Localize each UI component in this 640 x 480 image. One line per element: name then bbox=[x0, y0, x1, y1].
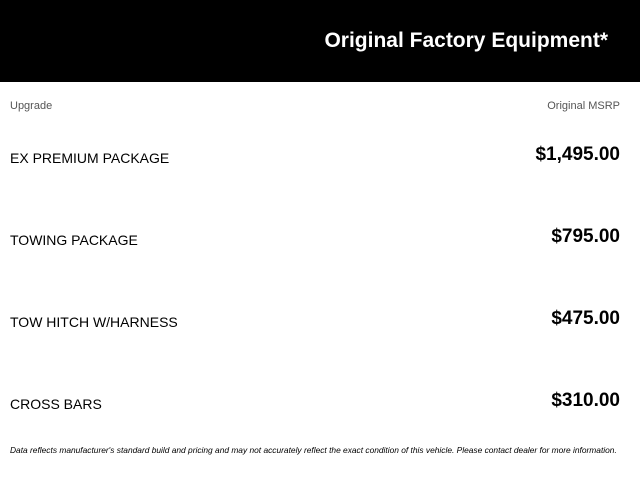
item-price: $310.00 bbox=[551, 390, 620, 411]
item-name: TOWING PACKAGE bbox=[10, 232, 138, 248]
list-item: CROSS BARS $310.00 bbox=[0, 388, 640, 418]
item-name: CROSS BARS bbox=[10, 396, 102, 412]
page-title: Original Factory Equipment* bbox=[324, 29, 608, 52]
column-header-msrp: Original MSRP bbox=[547, 100, 620, 112]
list-item: TOWING PACKAGE $795.00 bbox=[0, 224, 640, 254]
item-name: EX PREMIUM PACKAGE bbox=[10, 150, 170, 166]
header-bar: Original Factory Equipment* bbox=[0, 0, 640, 82]
item-price: $475.00 bbox=[551, 308, 620, 329]
item-price: $795.00 bbox=[551, 226, 620, 247]
item-price: $1,495.00 bbox=[535, 144, 620, 165]
disclaimer: Data reflects manufacturer's standard bu… bbox=[10, 445, 617, 455]
list-item: TOW HITCH W/HARNESS $475.00 bbox=[0, 306, 640, 336]
column-header-upgrade: Upgrade bbox=[10, 100, 53, 112]
list-item: EX PREMIUM PACKAGE $1,495.00 bbox=[0, 142, 640, 172]
item-name: TOW HITCH W/HARNESS bbox=[10, 314, 178, 330]
